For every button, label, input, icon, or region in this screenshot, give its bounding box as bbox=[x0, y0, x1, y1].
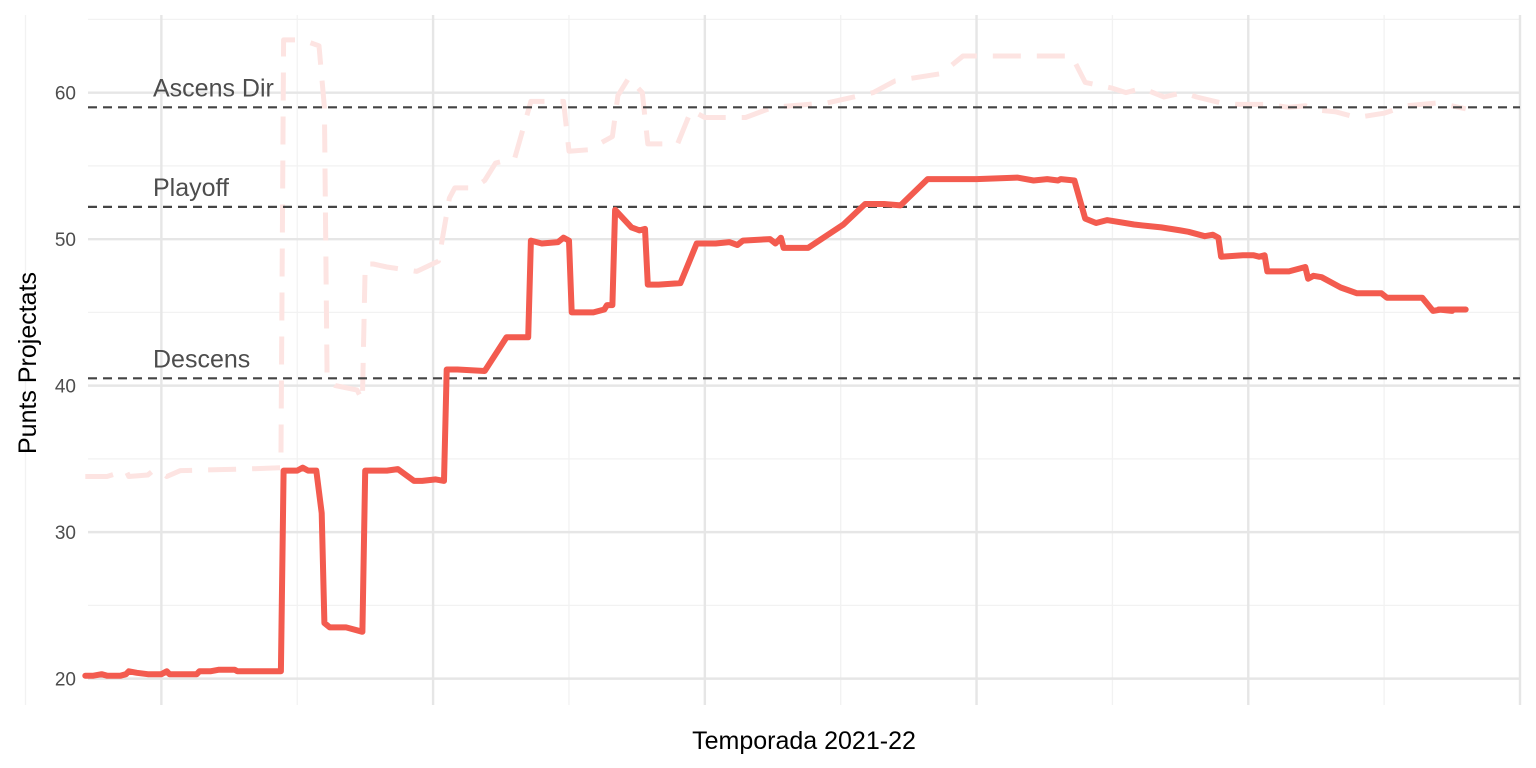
reference-label: Playoff bbox=[153, 174, 229, 202]
reference-lines bbox=[88, 106, 1520, 380]
major-gridlines bbox=[88, 15, 1522, 705]
y-axis-ticks: 20 30 40 50 60 bbox=[55, 84, 76, 691]
y-axis-title: Punts Projectats bbox=[14, 272, 42, 454]
y-tick-label: 30 bbox=[55, 523, 76, 544]
reference-label: Descens bbox=[153, 345, 250, 373]
y-tick-label: 40 bbox=[55, 377, 76, 398]
reference-labels: Ascens Dir Playoff Descens bbox=[153, 74, 274, 373]
x-axis-title: Temporada 2021-22 bbox=[692, 727, 916, 755]
main-series-line bbox=[82, 174, 1469, 679]
y-tick-label: 20 bbox=[55, 670, 76, 691]
y-tick-label: 60 bbox=[55, 84, 76, 105]
ghost-series bbox=[85, 37, 1467, 479]
reference-label: Ascens Dir bbox=[153, 74, 274, 102]
y-tick-label: 50 bbox=[55, 230, 76, 251]
ghost-series-line bbox=[85, 37, 1467, 479]
main-series bbox=[82, 174, 1469, 679]
